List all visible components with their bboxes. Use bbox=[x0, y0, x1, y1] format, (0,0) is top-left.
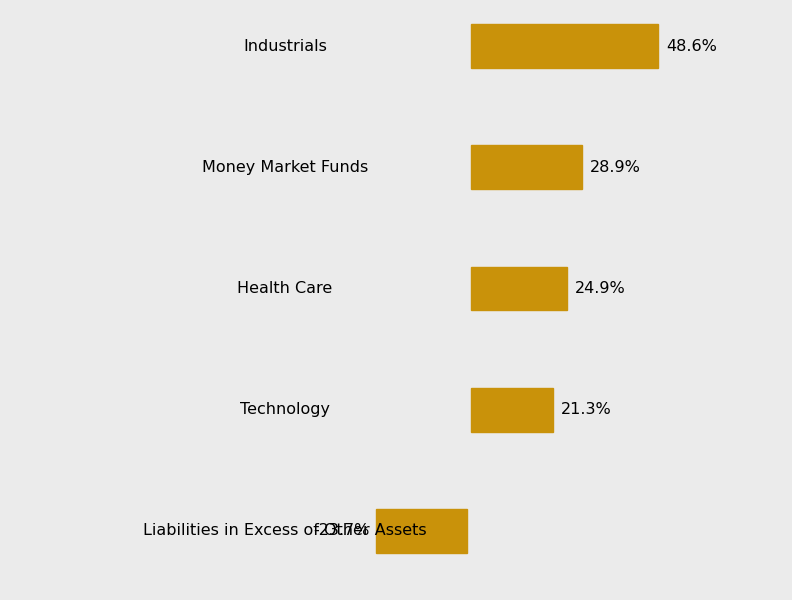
Bar bbox=[471, 266, 567, 310]
Text: Liabilities in Excess of Other Assets: Liabilities in Excess of Other Assets bbox=[143, 523, 426, 538]
Text: Industrials: Industrials bbox=[243, 38, 327, 53]
Text: 48.6%: 48.6% bbox=[666, 38, 717, 53]
Text: Health Care: Health Care bbox=[238, 281, 333, 296]
Text: -23.7%: -23.7% bbox=[314, 523, 370, 538]
Text: Technology: Technology bbox=[240, 402, 330, 417]
Text: 21.3%: 21.3% bbox=[561, 402, 611, 417]
Bar bbox=[471, 388, 553, 431]
Text: 28.9%: 28.9% bbox=[590, 160, 641, 175]
Bar bbox=[471, 145, 582, 189]
Text: Money Market Funds: Money Market Funds bbox=[202, 160, 368, 175]
Bar bbox=[376, 509, 467, 553]
Text: 24.9%: 24.9% bbox=[575, 281, 626, 296]
Bar bbox=[471, 24, 658, 68]
